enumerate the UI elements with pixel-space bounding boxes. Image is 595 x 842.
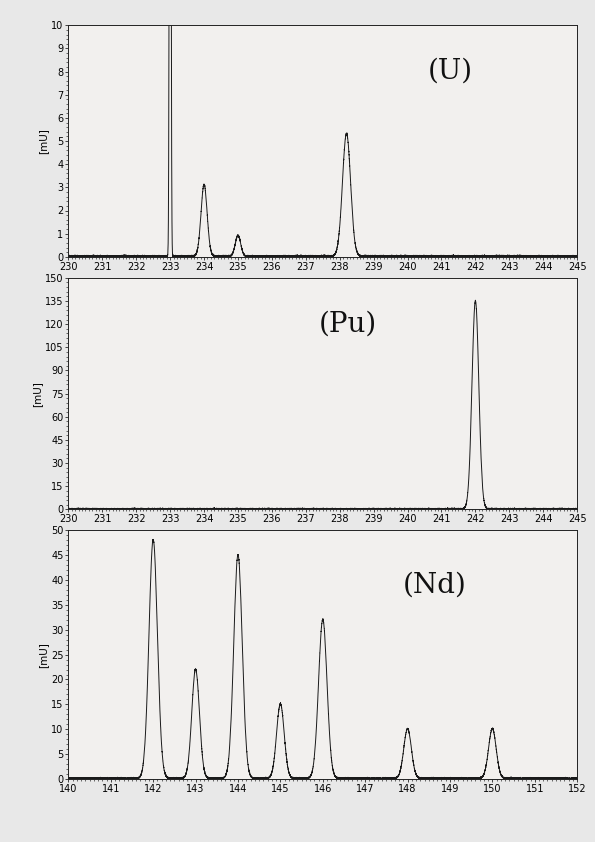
Text: (Pu): (Pu) (319, 311, 377, 338)
Y-axis label: [mU]: [mU] (32, 381, 42, 407)
Y-axis label: [mU]: [mU] (39, 128, 49, 154)
Y-axis label: [mU]: [mU] (38, 642, 48, 668)
Text: (U): (U) (427, 58, 472, 85)
Text: (Nd): (Nd) (403, 572, 466, 599)
